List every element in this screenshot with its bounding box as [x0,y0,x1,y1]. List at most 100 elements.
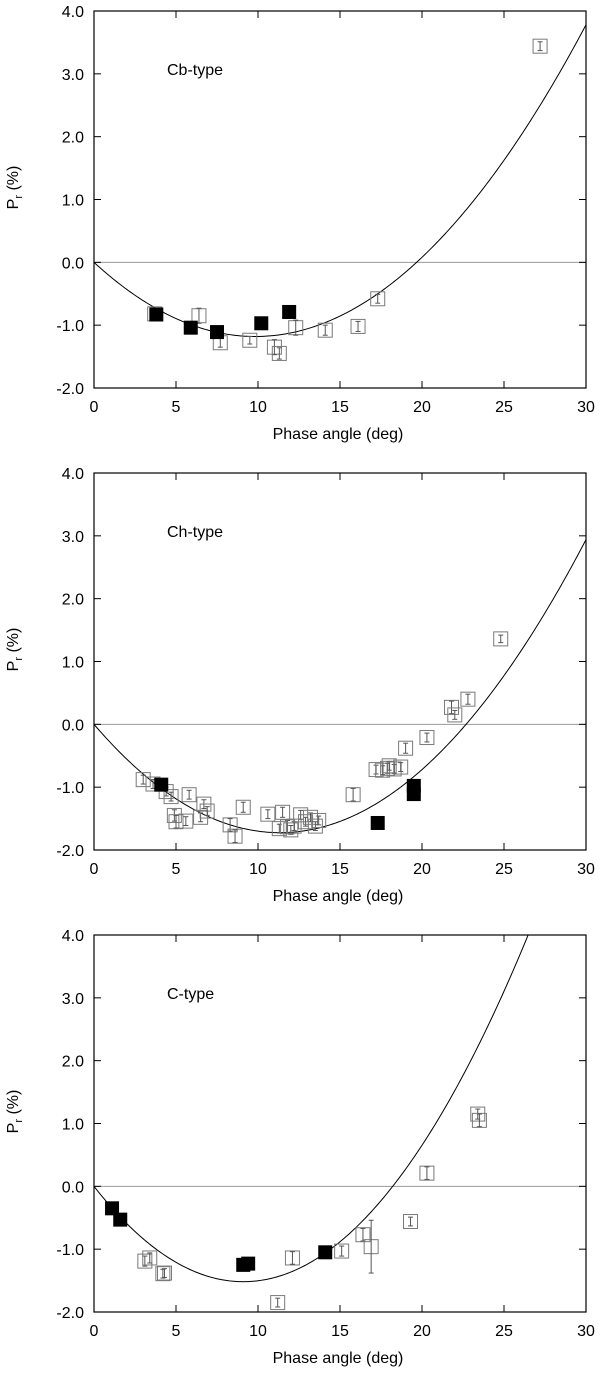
open-square-marker [470,1106,486,1122]
plot-frame [93,934,587,1313]
filled-square-point [210,325,224,340]
filled-square-point [254,316,269,331]
open-square-point [471,1112,487,1128]
panel-label: Cb-type [167,62,223,79]
open-square-marker [235,799,251,815]
y-tick-label: 2.0 [62,592,84,609]
open-square-marker [199,803,215,819]
open-square-point [460,691,476,707]
y-tick-label: -2.0 [56,1305,84,1322]
open-square-marker [155,1266,171,1282]
x-tick-label: 5 [172,1323,181,1340]
x-tick-label: 25 [495,399,513,416]
open-square-marker [370,291,386,307]
open-square-point [235,799,251,815]
open-square-point [403,1214,419,1230]
panel-label: C-type [167,986,214,1003]
open-square-marker [283,822,299,838]
open-square-point [311,812,327,828]
x-tick-label: 25 [495,1323,513,1340]
open-square-marker [419,730,435,746]
open-square-marker [355,1227,371,1243]
open-square-point [157,1265,173,1281]
y-tick-label: 4.0 [62,928,84,945]
chart-panel-2: 0 5 10 15 20 25 30 -2.0 -1.0 0.0 1.0 2.0 3.0 4.0 Ch-ty… [5,466,595,905]
panel-label: Ch-type [167,524,223,541]
y-tick-label: -2.0 [56,843,84,860]
y-tick-label: -1.0 [56,780,84,797]
open-square-point [350,318,366,334]
open-square-point [447,707,463,723]
open-square-point [178,813,194,829]
open-square-point [381,758,397,774]
y-tick-label: 1.0 [62,655,84,672]
y-tick-label: 1.0 [62,1117,84,1134]
x-tick-label: 15 [331,861,349,878]
open-square-point [142,1250,158,1266]
open-square-point [355,1227,371,1243]
x-tick-label: 25 [495,861,513,878]
open-square-point [393,759,409,775]
filled-square-point [318,1245,333,1260]
fit-curve [94,935,529,1283]
chart-panel-3: 0 5 10 15 20 25 30 -2.0 -1.0 0.0 1.0 2.0 3.0 4.0 C-typ… [5,928,595,1367]
open-square-point [266,339,282,356]
y-tick-label: 4.0 [62,4,84,21]
y-tick-label: 3.0 [62,67,84,84]
open-square-marker [260,806,276,822]
open-square-point [334,1243,350,1259]
open-square-point [398,740,414,756]
y-tick-label: 1.0 [62,193,84,210]
open-square-marker [271,821,287,837]
open-square-point [284,1250,300,1266]
open-square-marker [168,814,184,830]
x-axis-title: Phase angle (deg) [273,1350,404,1367]
y-axis-title: Pr (%) [5,1090,25,1134]
x-axis-title: Phase angle (deg) [273,888,404,905]
open-square-marker [381,758,397,774]
y-tick-label: 3.0 [62,529,84,546]
y-tick-label: 0.0 [62,717,84,734]
x-tick-label: 10 [249,861,267,878]
x-tick-label: 0 [90,1323,99,1340]
x-tick-label: 20 [413,861,431,878]
open-square-point [242,332,258,348]
open-square-point [317,322,333,338]
y-axis-title-unit: (%) [5,166,22,195]
plot-frame [93,10,587,389]
y-axis-title-main: P [5,199,22,210]
y-axis-title-subscript: r [13,657,25,661]
y-tick-label: 4.0 [62,466,84,483]
x-tick-label: 20 [413,1323,431,1340]
open-square-marker [284,1250,300,1266]
open-square-marker [403,1214,419,1230]
open-square-marker [393,759,409,775]
open-square-marker [163,789,179,805]
open-square-point [532,38,548,54]
y-axis-title-subscript: r [13,1119,25,1123]
x-tick-label: 10 [249,399,267,416]
open-square-marker [178,813,194,829]
y-tick-label: 3.0 [62,991,84,1008]
open-square-marker [142,1250,158,1266]
open-square-marker [166,807,182,823]
open-square-marker [350,318,366,334]
open-square-marker [222,817,238,833]
filled-square-point [113,1212,128,1227]
open-square-marker [317,322,333,338]
open-square-marker [471,1112,487,1128]
x-tick-label: 30 [577,1323,595,1340]
y-tick-label: 2.0 [62,130,84,147]
y-axis-title-main: P [5,661,22,672]
filled-square-point [154,777,169,792]
filled-square-point [406,787,421,802]
open-square-point [345,787,361,803]
open-square-marker [270,1295,286,1311]
open-square-point [199,803,215,819]
y-tick-label: 0.0 [62,255,84,272]
open-square-marker [227,828,243,844]
y-tick-label: -2.0 [56,381,84,398]
y-tick-label: -1.0 [56,318,84,335]
y-tick-label: 2.0 [62,1054,84,1071]
